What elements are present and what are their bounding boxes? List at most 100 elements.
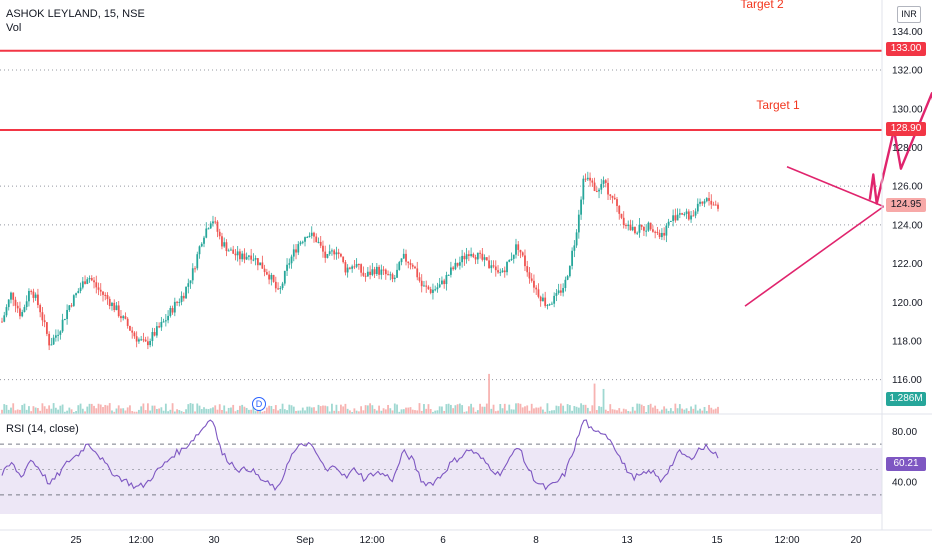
volume-bar <box>479 403 481 414</box>
candle-body <box>371 269 374 275</box>
candle-body <box>247 255 250 257</box>
volume-bar <box>261 411 264 414</box>
volume-bar <box>160 407 163 414</box>
candle-body <box>30 290 33 292</box>
candle-body <box>535 287 538 290</box>
volume-bar <box>411 409 414 414</box>
volume-bar <box>104 404 107 414</box>
triangle-pattern <box>744 92 932 307</box>
time-tick-label: 15 <box>711 535 723 546</box>
candle-body <box>236 251 239 256</box>
volume-bar <box>546 403 549 414</box>
currency-button[interactable]: INR <box>897 6 921 23</box>
candle-body <box>135 336 138 342</box>
candle-body <box>39 305 42 313</box>
volume-bar <box>131 411 134 414</box>
volume-bar <box>185 409 187 414</box>
candle-body <box>562 287 565 293</box>
volume-bar <box>625 409 627 414</box>
candle-body <box>86 279 89 284</box>
volume-bar <box>230 407 232 414</box>
volume-bar <box>135 411 138 414</box>
volume-bar <box>283 409 286 414</box>
candle-body <box>674 215 677 221</box>
volume-bar <box>243 406 246 414</box>
volume-bar <box>77 405 80 414</box>
candle-body <box>227 250 230 252</box>
volume-bar <box>393 403 396 414</box>
rsi-tick-label: 80.00 <box>892 427 917 438</box>
volume-bar <box>360 406 363 414</box>
volume-bar <box>499 403 502 414</box>
candle-body <box>279 288 282 290</box>
price-tick-label: 126.00 <box>892 182 923 193</box>
candle-body <box>173 301 176 313</box>
candle-body <box>566 276 569 280</box>
candle-body <box>613 197 616 200</box>
volume-bar <box>357 411 360 414</box>
volume-bar <box>402 409 405 414</box>
volume-bar <box>93 405 95 414</box>
candle-body <box>203 237 205 244</box>
time-tick-label: 12:00 <box>128 535 153 546</box>
volume-bar <box>5 404 8 414</box>
candle-body <box>5 307 8 316</box>
volume-bar <box>348 410 351 414</box>
volume-bar <box>274 405 277 414</box>
volume-bar <box>366 405 369 414</box>
candle-body <box>429 289 432 293</box>
volume-bar <box>694 404 697 414</box>
candle-body <box>331 250 333 252</box>
volume-bar <box>577 407 580 414</box>
volume-bar <box>241 404 244 414</box>
candle-body <box>108 298 111 307</box>
candle-body <box>99 289 102 292</box>
candle-body <box>618 205 621 214</box>
volume-bar <box>544 411 547 414</box>
candle-body <box>357 264 360 266</box>
rsi-value-badge: 60.21 <box>886 457 926 471</box>
volume-bar <box>306 406 309 414</box>
volume-bar <box>407 407 410 414</box>
price-tick-label: 134.00 <box>892 27 923 38</box>
candle-body <box>290 256 293 264</box>
volume-bar <box>681 408 683 414</box>
volume-bar <box>436 410 439 414</box>
volume-bar <box>600 406 603 414</box>
candle-body <box>88 278 91 280</box>
volume-bar <box>712 409 715 414</box>
volume-bar <box>362 410 365 414</box>
volume-bar <box>79 403 82 414</box>
volume-bar <box>187 404 190 414</box>
candle-body <box>61 319 64 332</box>
candle-body <box>216 221 219 232</box>
candle-body <box>348 267 351 269</box>
volume-bar <box>512 409 515 414</box>
candle-body <box>153 332 156 336</box>
candle-body <box>295 249 297 253</box>
volume-bar <box>297 410 300 414</box>
volume-bar <box>344 403 347 414</box>
candle-body <box>326 253 329 258</box>
time-tick-label: 25 <box>70 535 82 546</box>
volume-bar <box>503 403 506 414</box>
volume-bar <box>465 411 468 414</box>
volume-bar <box>317 404 320 414</box>
candle-body <box>456 262 459 266</box>
volume-bar <box>1 409 3 414</box>
candle-body <box>104 294 107 296</box>
candle-body <box>622 217 625 225</box>
volume-bar <box>7 409 10 414</box>
volume-bar <box>405 407 407 414</box>
candle-body <box>245 256 248 260</box>
dividend-marker-icon[interactable]: D <box>252 397 266 411</box>
candle-body <box>432 289 434 293</box>
candle-body <box>292 249 295 257</box>
candle-body <box>568 265 571 277</box>
time-tick-label: 6 <box>440 535 446 546</box>
candle-body <box>59 331 62 335</box>
volume-bar <box>423 404 425 414</box>
volume-bar <box>140 406 143 414</box>
volume-bar <box>557 406 560 414</box>
